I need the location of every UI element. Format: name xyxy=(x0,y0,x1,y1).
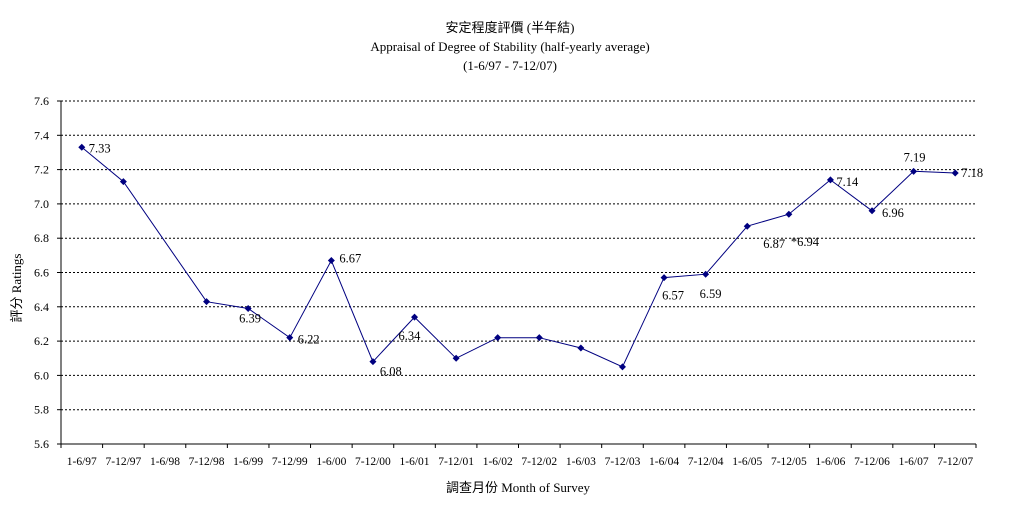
y-tick-label: 7.2 xyxy=(34,163,49,177)
data-label: 6.67 xyxy=(339,251,361,265)
data-point xyxy=(78,143,86,151)
data-label: 6.59 xyxy=(700,287,722,301)
data-label: 6.57 xyxy=(662,289,684,303)
data-label: 7.18 xyxy=(961,166,983,180)
data-labels: 7.33 6.39 6.22 6.67 6.08 6.34 6.57 6.59 6.87 *6.9… xyxy=(89,141,983,378)
data-label: 6.39 xyxy=(239,312,261,326)
data-point xyxy=(494,334,502,342)
x-tick-label: 7-12/98 xyxy=(189,456,225,468)
y-tick-label: 6.0 xyxy=(34,368,49,382)
data-label: 7.33 xyxy=(89,141,111,155)
chart-titles: 安定程度評價 (半年結) Appraisal of Degree of Stab… xyxy=(0,18,1020,75)
chart-title: 安定程度評價 (半年結) xyxy=(445,20,575,35)
x-tick-label: 7-12/07 xyxy=(937,456,973,468)
chart-subtitle: Appraisal of Degree of Stability (half-y… xyxy=(370,39,650,54)
grid-lines xyxy=(61,100,976,411)
data-point xyxy=(244,305,252,313)
series-line xyxy=(81,146,956,368)
data-point xyxy=(327,256,335,264)
data-point xyxy=(910,167,918,175)
x-tick-label: 1-6/98 xyxy=(150,456,180,468)
x-tick-label: 7-12/01 xyxy=(438,456,474,468)
data-point xyxy=(577,344,585,352)
axes xyxy=(57,100,977,448)
y-tick-label: 6.6 xyxy=(34,266,49,280)
x-tick-label: 7-12/03 xyxy=(605,456,641,468)
data-point xyxy=(452,354,460,362)
data-point xyxy=(286,334,294,342)
x-tick-label: 1-6/07 xyxy=(899,456,929,468)
y-tick-label: 6.2 xyxy=(34,334,49,348)
y-tick-label: 6.8 xyxy=(34,231,49,245)
data-label: 7.14 xyxy=(836,175,859,189)
data-point xyxy=(660,274,668,282)
x-tick-label: 1-6/02 xyxy=(483,456,513,468)
x-tick-label: 7-12/99 xyxy=(272,456,308,468)
data-label: 7.19 xyxy=(904,150,926,164)
x-tick-label: 7-12/97 xyxy=(105,456,141,468)
data-label: *6.94 xyxy=(791,235,820,249)
x-tick-label: 7-12/00 xyxy=(355,456,391,468)
data-point xyxy=(411,313,419,321)
y-tick-label: 7.4 xyxy=(34,128,49,142)
data-label: 6.96 xyxy=(882,206,904,220)
x-tick-label: 7-12/06 xyxy=(854,456,890,468)
x-tick-labels: 1-6/97 7-12/97 1-6/98 7-12/98 1-6/99 7-12/99 1… xyxy=(67,456,974,468)
data-point xyxy=(785,210,793,218)
x-tick-label: 1-6/05 xyxy=(732,456,762,468)
y-tick-label: 7.6 xyxy=(34,94,49,108)
x-tick-label: 1-6/03 xyxy=(566,456,596,468)
x-tick-label: 1-6/97 xyxy=(67,456,97,468)
x-tick-label: 1-6/00 xyxy=(316,456,346,468)
x-axis-label: 調查月份 Month of Survey xyxy=(446,480,591,495)
data-label: 6.22 xyxy=(298,333,320,347)
y-tick-label: 5.6 xyxy=(34,437,49,451)
data-point xyxy=(618,363,626,371)
x-tick-label: 1-6/01 xyxy=(400,456,430,468)
y-tick-labels: 5.6 5.8 6.0 6.2 6.4 6.6 6.8 7.0 7.2 7.4 7.6 xyxy=(34,94,49,451)
x-tick-label: 7-12/05 xyxy=(771,456,807,468)
data-point xyxy=(119,178,127,186)
x-tick-label: 1-6/06 xyxy=(815,456,845,468)
x-tick-label: 1-6/99 xyxy=(233,456,263,468)
data-point xyxy=(743,222,751,230)
data-point xyxy=(535,334,543,342)
data-point xyxy=(951,169,959,177)
y-tick-label: 6.4 xyxy=(34,300,49,314)
data-label: 6.87 xyxy=(763,237,785,251)
data-point xyxy=(826,176,834,184)
data-point xyxy=(203,298,211,306)
y-tick-label: 5.8 xyxy=(34,403,49,417)
data-label: 6.08 xyxy=(380,365,402,379)
data-point xyxy=(868,207,876,215)
chart-subtitle-period: (1-6/97 - 7-12/07) xyxy=(463,58,557,73)
x-tick-label: 7-12/04 xyxy=(688,456,724,468)
x-tick-label: 1-6/04 xyxy=(649,456,679,468)
data-point xyxy=(369,358,377,366)
x-tick-label: 7-12/02 xyxy=(521,456,557,468)
y-axis-label: 評分 Ratings xyxy=(9,254,24,323)
y-tick-label: 7.0 xyxy=(34,197,49,211)
series-group xyxy=(78,143,959,371)
data-point xyxy=(702,270,710,278)
data-label: 6.34 xyxy=(399,329,422,343)
